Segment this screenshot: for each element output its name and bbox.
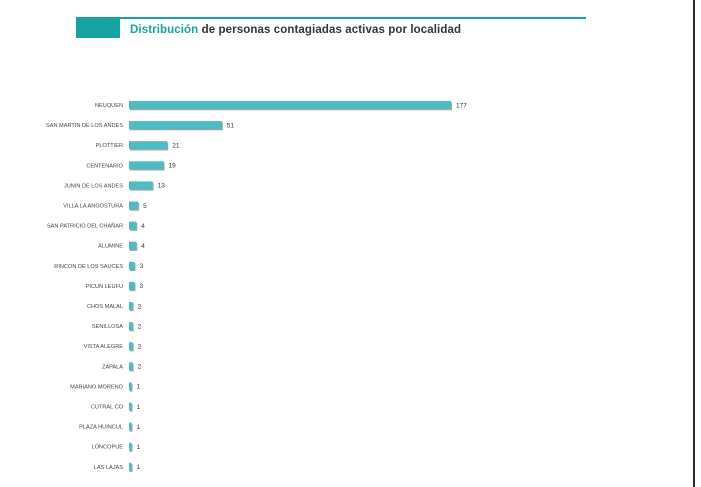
bar-group-senillosa: SENILLOSA 2: [92, 322, 142, 332]
chart-title: Distribución de personas contagiadas act…: [130, 24, 461, 36]
bar-group-plottier: PLOTTIER 21: [96, 141, 180, 151]
bar-san-martin-de-los-andes: [129, 121, 222, 130]
category-label-cutral-co: CUTRAL CO: [91, 405, 124, 411]
bar-group-chos-malal: CHOS MALAL 2: [87, 302, 142, 312]
bar-cutral-co: [129, 402, 132, 411]
category-label-vista-alegre: VISTA ALEGRE: [84, 344, 124, 350]
chart-title-rest: de personas contagiadas activas por loca…: [198, 24, 462, 36]
bar-group-picun-leufu: PICUN LEUFU 3: [86, 281, 143, 292]
value-label-plaza-huincul: 1: [137, 424, 141, 431]
page-border: [693, 0, 695, 487]
bar-rincon-de-los-sauces: [129, 261, 135, 270]
category-label-senillosa: SENILLOSA: [92, 324, 123, 330]
bar-group-las-lajas: LAS LAJAS 1: [94, 462, 141, 472]
bar-group-mariano-moreno: MARIANO MORENO 1: [70, 382, 141, 392]
category-label-plaza-huincul: PLAZA HUINCUL: [79, 425, 123, 431]
bar-vista-alegre: [129, 342, 133, 351]
value-label-zapala: 2: [138, 364, 142, 371]
bar-neuquen: [129, 101, 451, 109]
bar-alumine: [129, 241, 137, 250]
bar-group-centenario: CENTENARIO 19: [86, 161, 177, 171]
bar-senillosa: [129, 322, 133, 331]
value-label-chos-malal: 2: [138, 303, 142, 310]
bar-group-vista-alegre: VISTA ALEGRE 2: [84, 342, 142, 352]
bar-group-loncopue: LONCOPUE 1: [92, 442, 141, 452]
bar-chos-malal: [129, 302, 133, 310]
category-label-picun-leufu: PICUN LEUFU: [86, 284, 123, 290]
bar-san-patricio-del-chanar: [129, 221, 137, 230]
bar-group-neuquen: NEUQUEN 177: [95, 101, 467, 111]
value-label-picun-leufu: 3: [139, 283, 143, 290]
category-label-centenario: CENTENARIO: [86, 163, 123, 169]
bar-las-lajas: [129, 462, 132, 471]
category-label-neuquen: NEUQUEN: [95, 103, 123, 109]
bar-plottier: [129, 141, 168, 150]
bar-group-junin-de-los-andes: JUNIN DE LOS ANDES 13: [64, 181, 166, 191]
value-label-alumine: 4: [141, 243, 145, 250]
bar-centenario: [129, 161, 164, 170]
bar-group-alumine: ALUMINE 4: [98, 241, 145, 251]
bar-group-villa-la-angostura: VILLA LA ANGOSTURA 5: [63, 201, 147, 211]
value-label-neuquen: 177: [456, 102, 467, 109]
category-label-alumine: ALUMINE: [98, 244, 123, 250]
value-label-loncopue: 1: [137, 444, 141, 451]
bar-group-plaza-huincul: PLAZA HUINCUL 1: [79, 422, 141, 432]
category-label-chos-malal: CHOS MALAL: [87, 304, 123, 310]
category-label-villa-la-angostura: VILLA LA ANGOSTURA: [63, 204, 123, 210]
category-label-san-martin-de-los-andes: SAN MARTIN DE LOS ANDES: [46, 123, 123, 129]
bar-group-san-patricio-del-chanar: SAN PATRICIO DEL CHAÑAR 4: [47, 221, 145, 231]
category-label-junin-de-los-andes: JUNIN DE LOS ANDES: [64, 183, 123, 189]
bar-junin-de-los-andes: [129, 181, 153, 190]
value-label-las-lajas: 1: [137, 464, 141, 471]
category-label-rincon-de-los-sauces: RINCON DE LOS SAUCES: [54, 264, 123, 270]
value-label-centenario: 19: [169, 163, 177, 170]
bar-group-san-martin-de-los-andes: SAN MARTIN DE LOS ANDES 51: [46, 121, 235, 131]
bar-picun-leufu: [129, 281, 135, 290]
header-accent-block: [76, 19, 120, 38]
bar-mariano-moreno: [129, 382, 132, 391]
chart-title-accent: Distribución: [130, 24, 199, 36]
category-label-las-lajas: LAS LAJAS: [94, 465, 123, 471]
value-label-plottier: 21: [172, 143, 180, 150]
bar-group-cutral-co: CUTRAL CO 1: [91, 402, 141, 412]
bar-zapala: [129, 362, 133, 371]
category-label-loncopue: LONCOPUE: [92, 445, 124, 451]
value-label-rincon-de-los-sauces: 3: [139, 263, 143, 270]
value-label-vista-alegre: 2: [138, 344, 142, 351]
value-label-mariano-moreno: 1: [137, 384, 141, 391]
category-label-mariano-moreno: MARIANO MORENO: [70, 384, 123, 390]
bar-villa-la-angostura: [129, 201, 139, 210]
bar-group-zapala: ZAPALA 2: [102, 362, 142, 372]
bar-group-rincon-de-los-sauces: RINCON DE LOS SAUCES 3: [54, 261, 143, 271]
value-label-villa-la-angostura: 5: [143, 203, 147, 210]
bar-plaza-huincul: [129, 422, 132, 431]
value-label-san-martin-de-los-andes: 51: [227, 122, 235, 129]
value-label-senillosa: 2: [138, 323, 142, 330]
bar-loncopue: [129, 442, 132, 451]
category-label-san-patricio-del-chanar: SAN PATRICIO DEL CHAÑAR: [47, 223, 123, 230]
value-label-junin-de-los-andes: 13: [158, 183, 166, 190]
category-label-plottier: PLOTTIER: [96, 143, 123, 149]
value-label-cutral-co: 1: [137, 404, 141, 411]
value-label-san-patricio-del-chanar: 4: [141, 223, 145, 230]
header-rule: [76, 17, 586, 19]
category-label-zapala: ZAPALA: [102, 364, 123, 370]
